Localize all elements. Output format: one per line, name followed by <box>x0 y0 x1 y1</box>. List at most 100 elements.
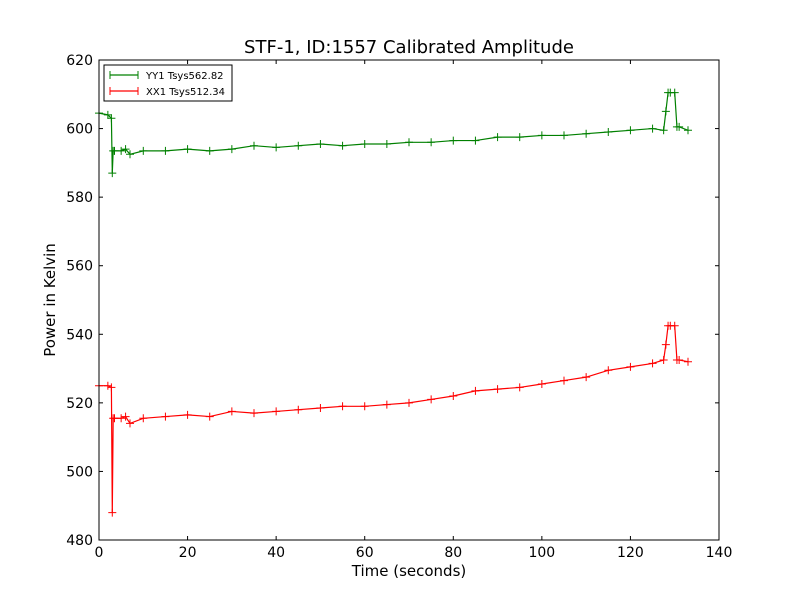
data-point-marker <box>294 405 303 414</box>
data-point-marker <box>272 407 281 416</box>
data-point-marker <box>582 373 591 382</box>
data-point-marker <box>405 138 413 147</box>
y-tick-label: 580 <box>66 190 93 206</box>
data-point-marker <box>139 146 148 155</box>
series-group <box>95 88 692 517</box>
legend: YY1 Tsys562.82 XX1 Tsys512.34 <box>103 64 233 102</box>
data-point-marker <box>360 402 369 411</box>
data-point-marker <box>675 356 684 364</box>
data-point-marker <box>471 386 480 395</box>
x-tick-label: 140 <box>706 545 733 561</box>
legend-box <box>103 64 233 102</box>
data-point-marker <box>670 321 679 330</box>
data-point-marker <box>684 126 692 135</box>
ticks-group: 0 20 40 60 80 100 120 140 480 500 520 540 560 580 600 6… <box>66 53 732 561</box>
data-point-marker <box>604 366 613 375</box>
legend-label: YY1 Tsys562.82 <box>145 71 224 82</box>
data-point-marker <box>227 407 236 416</box>
legend-marker <box>109 87 139 95</box>
data-point-marker <box>515 133 524 142</box>
x-tick-label: 20 <box>179 545 197 561</box>
legend-marker <box>109 71 139 79</box>
data-point-marker <box>684 357 692 366</box>
series-0 <box>95 88 692 178</box>
data-point-marker <box>139 414 148 423</box>
data-point-marker <box>126 419 134 428</box>
data-point-marker <box>338 141 347 150</box>
y-axis-label: Power in Kelvin <box>41 243 59 357</box>
y-tick-label: 480 <box>66 533 93 549</box>
y-tick-label: 560 <box>66 259 93 275</box>
data-point-marker <box>250 409 258 418</box>
data-point-marker <box>107 383 116 392</box>
x-axis-label: Time (seconds) <box>351 562 467 580</box>
x-tick-label: 0 <box>95 545 104 561</box>
data-point-marker <box>382 400 391 409</box>
data-point-marker <box>582 129 591 138</box>
x-tick-label: 120 <box>617 545 644 561</box>
data-point-marker <box>427 138 436 147</box>
data-point-marker <box>272 143 281 152</box>
axes-frame <box>98 59 720 541</box>
data-point-marker <box>449 392 458 400</box>
data-point-marker <box>103 110 112 119</box>
data-point-marker <box>537 380 546 388</box>
data-point-marker <box>537 131 546 140</box>
data-point-marker <box>250 141 258 150</box>
data-point-marker <box>294 141 303 150</box>
data-point-marker <box>227 145 236 154</box>
data-point-marker <box>338 402 347 411</box>
y-tick-label: 500 <box>66 464 93 480</box>
data-point-marker <box>205 146 214 155</box>
data-point-marker <box>117 146 126 155</box>
data-point-marker <box>108 169 117 178</box>
data-point-marker <box>661 340 670 349</box>
data-point-marker <box>382 140 391 148</box>
data-point-marker <box>626 126 635 135</box>
series-1 <box>95 321 692 517</box>
data-point-marker <box>161 412 170 421</box>
x-tick-label: 40 <box>267 545 285 561</box>
data-point-marker <box>604 128 613 136</box>
data-point-marker <box>648 359 657 368</box>
data-point-marker <box>626 362 635 371</box>
data-point-marker <box>659 126 668 135</box>
data-point-marker <box>471 136 480 145</box>
data-point-marker <box>560 131 568 140</box>
data-point-marker <box>316 140 325 148</box>
legend-label: XX1 Tsys512.34 <box>146 87 225 98</box>
data-point-marker <box>161 146 170 155</box>
data-point-marker <box>515 383 524 392</box>
legend-item-0: YY1 Tsys562.82 <box>109 71 224 82</box>
data-point-marker <box>117 414 126 423</box>
data-point-marker <box>427 395 436 404</box>
data-point-marker <box>183 410 192 419</box>
data-point-marker <box>205 412 214 421</box>
x-tick-label: 80 <box>444 545 462 561</box>
data-point-marker <box>560 376 568 385</box>
y-tick-label: 540 <box>66 327 93 343</box>
data-point-marker <box>405 398 413 407</box>
y-tick-label: 520 <box>66 396 93 412</box>
data-point-marker <box>108 508 117 517</box>
x-tick-label: 60 <box>356 545 374 561</box>
data-point-marker <box>107 114 116 123</box>
data-point-marker <box>661 107 670 116</box>
data-point-marker <box>183 145 192 154</box>
chart-title: STF-1, ID:1557 Calibrated Amplitude <box>244 37 574 58</box>
data-point-marker <box>493 385 502 394</box>
y-tick-label: 620 <box>66 53 93 69</box>
data-point-marker <box>121 145 130 154</box>
data-point-marker <box>659 356 668 364</box>
data-point-marker <box>648 124 657 133</box>
data-point-marker <box>360 140 369 148</box>
data-point-marker <box>670 88 679 97</box>
data-point-marker <box>316 404 325 412</box>
data-point-marker <box>121 412 130 421</box>
data-point-marker <box>126 150 134 159</box>
legend-item-1: XX1 Tsys512.34 <box>109 87 225 98</box>
data-point-marker <box>493 133 502 142</box>
x-tick-label: 100 <box>528 545 555 561</box>
y-tick-label: 600 <box>66 122 93 138</box>
